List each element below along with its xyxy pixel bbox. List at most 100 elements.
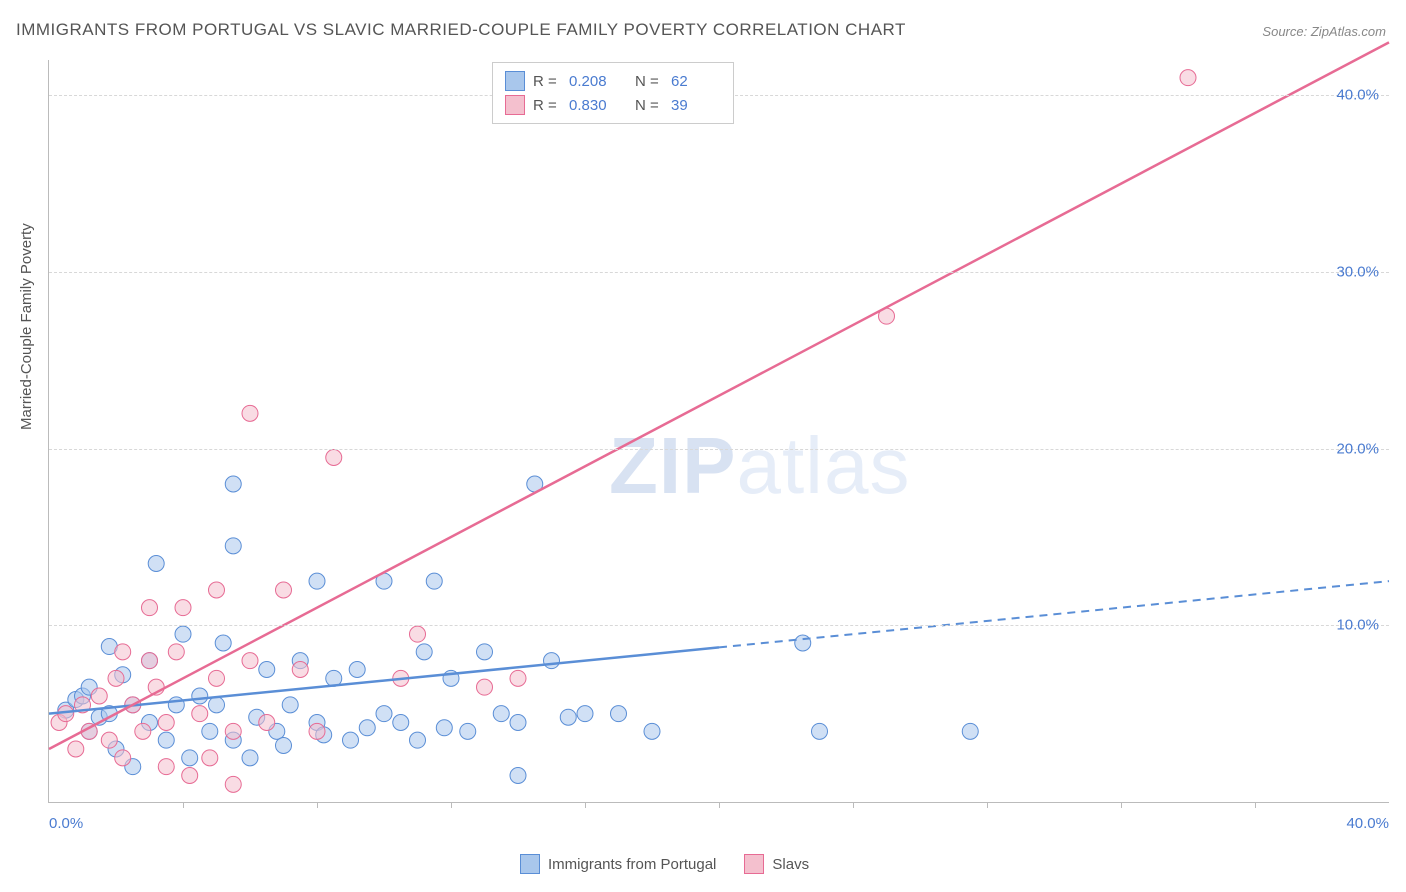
data-point [225,476,241,492]
x-tick-label: 0.0% [49,815,83,832]
data-point [477,644,493,660]
data-point [101,732,117,748]
y-tick-label: 10.0% [1336,617,1379,634]
data-point [158,732,174,748]
data-point [108,670,124,686]
data-point [460,723,476,739]
legend-label-1: Slavs [772,856,809,873]
data-point [426,573,442,589]
data-point [493,706,509,722]
data-point [282,697,298,713]
data-point [158,715,174,731]
legend-label-0: Immigrants from Portugal [548,856,716,873]
x-tick-label: 40.0% [1346,815,1389,832]
data-point [259,715,275,731]
y-axis-label: Married-Couple Family Poverty [18,223,35,430]
data-point [168,697,184,713]
data-point [416,644,432,660]
source-value: ZipAtlas.com [1311,24,1386,39]
data-point [91,688,107,704]
data-point [192,706,208,722]
data-point [292,662,308,678]
legend-item-0: Immigrants from Portugal [520,854,716,874]
data-point [611,706,627,722]
y-tick-label: 30.0% [1336,264,1379,281]
data-point [68,741,84,757]
data-point [175,600,191,616]
data-point [962,723,978,739]
legend-swatch-b0 [520,854,540,874]
legend-row-0: R = 0.208 N = 62 [505,69,721,93]
data-point [393,715,409,731]
data-point [276,582,292,598]
r-value-0: 0.208 [569,73,619,90]
data-point [168,644,184,660]
data-point [209,697,225,713]
data-point [175,626,191,642]
data-point [359,720,375,736]
data-point [115,644,131,660]
n-value-0: 62 [671,73,721,90]
legend-row-1: R = 0.830 N = 39 [505,93,721,117]
y-tick-label: 40.0% [1336,87,1379,104]
data-point [192,688,208,704]
data-point [225,776,241,792]
data-point [148,556,164,572]
data-point [510,768,526,784]
data-point [343,732,359,748]
legend-stats-box: R = 0.208 N = 62 R = 0.830 N = 39 [492,62,734,124]
source-attribution: Source: ZipAtlas.com [1262,24,1386,39]
r-label: R = [533,97,561,114]
n-value-1: 39 [671,97,721,114]
legend-swatch-b1 [744,854,764,874]
chart-svg [49,60,1389,802]
trend-line-dashed [719,581,1389,647]
legend-series-box: Immigrants from Portugal Slavs [520,854,809,874]
n-label: N = [635,73,663,90]
data-point [795,635,811,651]
data-point [202,750,218,766]
data-point [242,750,258,766]
data-point [259,662,275,678]
data-point [215,635,231,651]
data-point [376,706,392,722]
data-point [577,706,593,722]
data-point [309,573,325,589]
data-point [142,600,158,616]
r-label: R = [533,73,561,90]
data-point [560,709,576,725]
data-point [349,662,365,678]
n-label: N = [635,97,663,114]
data-point [242,405,258,421]
source-label: Source: [1262,24,1307,39]
data-point [309,723,325,739]
data-point [1180,70,1196,86]
plot-area: ZIPatlas 10.0%20.0%30.0%40.0%0.0%40.0% [48,60,1389,803]
data-point [225,723,241,739]
data-point [115,750,131,766]
data-point [436,720,452,736]
data-point [410,626,426,642]
legend-swatch-0 [505,71,525,91]
data-point [276,737,292,753]
data-point [142,653,158,669]
data-point [477,679,493,695]
chart-title: IMMIGRANTS FROM PORTUGAL VS SLAVIC MARRI… [16,20,906,40]
data-point [182,750,198,766]
data-point [812,723,828,739]
data-point [544,653,560,669]
trend-line [49,42,1389,749]
data-point [182,768,198,784]
data-point [326,450,342,466]
data-point [225,538,241,554]
data-point [510,670,526,686]
data-point [135,723,151,739]
data-point [209,670,225,686]
data-point [209,582,225,598]
data-point [158,759,174,775]
r-value-1: 0.830 [569,97,619,114]
data-point [202,723,218,739]
data-point [410,732,426,748]
legend-swatch-1 [505,95,525,115]
data-point [644,723,660,739]
